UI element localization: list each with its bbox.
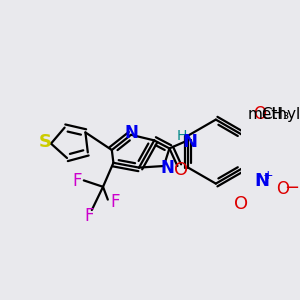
Text: S: S	[39, 133, 52, 151]
Text: N: N	[182, 133, 197, 151]
Text: CH₃: CH₃	[262, 107, 290, 122]
Text: O: O	[253, 105, 266, 123]
Text: F: F	[110, 193, 120, 211]
Text: F: F	[85, 207, 94, 225]
Text: N: N	[161, 159, 175, 177]
Text: N: N	[254, 172, 269, 190]
Text: N: N	[124, 124, 138, 142]
Text: −: −	[284, 178, 299, 196]
Text: H: H	[177, 129, 188, 142]
Text: +: +	[263, 169, 274, 182]
Text: O: O	[234, 195, 248, 213]
Text: O: O	[174, 161, 188, 179]
Text: methyl: methyl	[247, 107, 300, 122]
Text: F: F	[73, 172, 82, 190]
Text: O: O	[276, 180, 289, 198]
